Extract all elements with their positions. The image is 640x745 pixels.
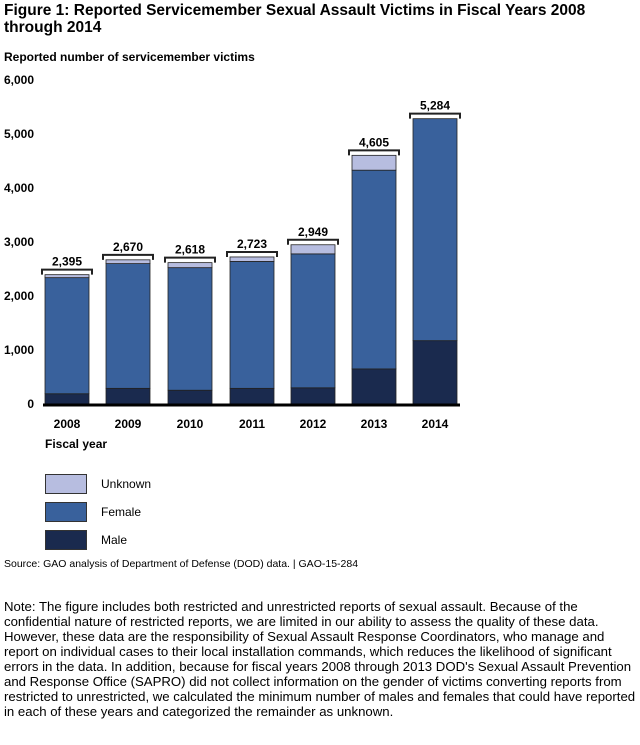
note-text: Note: The figure includes both restricte… [4,599,636,719]
x-tick-label: 2009 [115,417,142,431]
bar-segment-male [412,340,458,405]
total-label: 5,284 [420,99,450,113]
bar-segment-female [412,118,458,342]
bar-segment-unknown [44,274,90,279]
x-tick-label: 2014 [422,417,449,431]
y-tick-label: 6,000 [4,73,34,87]
legend-item-male: Male [45,526,151,554]
total-bracket [41,268,93,275]
total-label: 2,618 [175,243,205,257]
total-bracket [287,238,339,245]
total-label: 2,670 [113,240,143,254]
legend-label: Female [101,505,142,519]
bar-segment-male [105,387,151,405]
bar-segment-male [351,368,397,405]
bar-segment-female [167,267,213,391]
total-label: 4,605 [359,135,389,149]
bar-segment-male [229,387,275,405]
total-bracket [164,256,216,263]
x-tick-label: 2012 [300,417,327,431]
total-bracket [226,250,278,257]
legend-swatch [45,474,87,494]
source-text: Source: GAO analysis of Department of De… [4,558,359,570]
y-tick-label: 3,000 [4,235,34,249]
total-label: 2,723 [237,237,267,251]
total-bracket [102,253,154,260]
bar-segment-male [44,393,90,405]
total-label: 2,949 [298,225,328,239]
x-axis-label: Fiscal year [45,437,107,451]
bar-segment-male [167,389,213,405]
bar-segment-female [44,277,90,395]
x-tick-label: 2010 [177,417,204,431]
total-bracket [409,112,461,119]
legend-label: Unknown [101,477,152,491]
legend-label: Male [101,533,128,547]
legend-swatch [45,502,87,522]
bar-segment-male [290,387,336,405]
bar-segment-unknown [105,259,151,265]
bar-segment-unknown [167,262,213,269]
bar-segment-female [105,263,151,389]
total-bracket [348,149,400,156]
bar-segment-unknown [229,256,275,262]
bar-segment-female [229,261,275,389]
y-tick-label: 1,000 [4,343,34,357]
legend: Unknown Female Male [45,470,151,554]
y-axis-label: Reported number of servicemember victims [4,50,255,64]
y-tick-label: 5,000 [4,127,34,141]
bar-chart: 0 1,000 2,000 3,000 4,000 5,000 6,000 2,395 2008… [4,73,461,451]
y-tick-label: 4,000 [4,181,34,195]
bar-segment-unknown [351,154,397,171]
x-tick-label: 2013 [361,417,388,431]
total-label: 2,395 [52,255,82,269]
bar-segment-female [290,253,336,389]
legend-swatch [45,530,87,550]
y-tick-label: 0 [27,397,34,411]
legend-item-unknown: Unknown [45,470,151,498]
chart-title: Figure 1: Reported Servicemember Sexual … [4,2,586,36]
legend-item-female: Female [45,498,151,526]
x-tick-label: 2008 [54,417,81,431]
bar-segment-female [351,169,397,370]
bar-segment-unknown [290,244,336,255]
x-tick-label: 2011 [239,417,265,431]
y-tick-label: 2,000 [4,289,34,303]
